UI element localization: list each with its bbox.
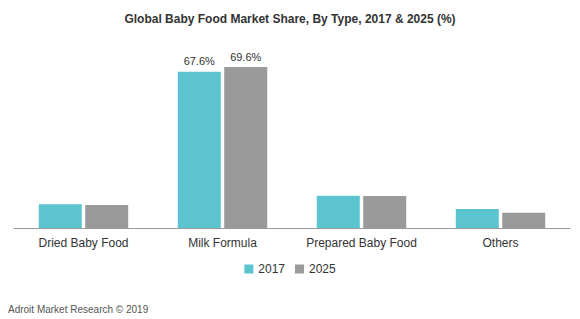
svg-text:Others: Others xyxy=(482,236,518,250)
svg-text:Global Baby Food Market Share,: Global Baby Food Market Share, By Type, … xyxy=(124,12,455,26)
svg-text:Dried Baby Food: Dried Baby Food xyxy=(38,236,128,250)
svg-text:Prepared Baby Food: Prepared Baby Food xyxy=(306,236,417,250)
svg-text:Milk Formula: Milk Formula xyxy=(188,236,257,250)
svg-text:2025: 2025 xyxy=(309,262,336,276)
svg-text:67.6%: 67.6% xyxy=(184,55,215,67)
svg-text:Adroit Market Research © 2019: Adroit Market Research © 2019 xyxy=(8,304,149,315)
svg-text:2017: 2017 xyxy=(258,262,285,276)
svg-text:69.6%: 69.6% xyxy=(230,51,261,63)
